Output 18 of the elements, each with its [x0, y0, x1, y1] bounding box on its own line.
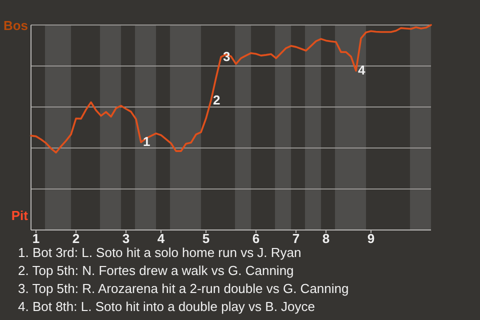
text: 4. Bot 8th: L. Soto hit into a double play vs B. Joyce	[18, 299, 316, 314]
x-tick-label: 4	[157, 231, 166, 246]
annotation: 2	[213, 92, 220, 108]
text: 2. Top 5th: N. Fortes drew a walk vs G. Canning	[18, 263, 294, 278]
x-tick-label: 1	[32, 231, 40, 246]
text: Bos	[3, 18, 28, 33]
annotation: 4	[358, 62, 366, 78]
x-tick-label: 7	[292, 231, 300, 246]
text: 1. Bot 3rd: L. Soto hit a solo home run vs J. Ryan	[18, 245, 302, 260]
x-tick-label: 5	[202, 231, 210, 246]
text: 3. Top 5th: R. Arozarena hit a 2-run double vs G. Canning	[18, 281, 349, 296]
x-tick-label: 3	[122, 231, 130, 246]
annotation: 1	[143, 134, 150, 150]
x-tick-label: 8	[322, 231, 330, 246]
x-tick-label: 2	[72, 231, 80, 246]
text: Pit	[11, 208, 29, 223]
x-tick-label: 6	[252, 231, 260, 246]
x-tick-label: 9	[367, 231, 375, 246]
